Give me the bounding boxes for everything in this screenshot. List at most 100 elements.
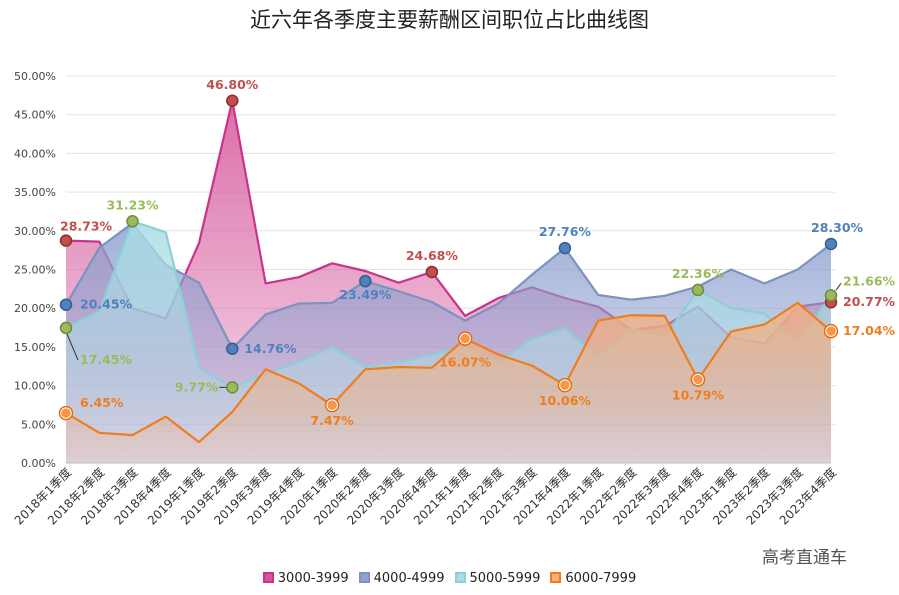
data-point-marker-ring — [823, 323, 839, 339]
x-tick-label: 2019年3季度 — [211, 465, 274, 528]
data-label: 20.45% — [80, 297, 133, 312]
x-tick-label: 2020年2季度 — [310, 465, 373, 528]
x-tick-label: 2022年1季度 — [543, 465, 606, 528]
x-tick-label: 2018年3季度 — [78, 465, 141, 528]
data-point-marker — [59, 406, 73, 420]
legend-label: 4000-4999 — [373, 571, 445, 586]
data-label: 14.76% — [244, 341, 297, 356]
x-tick-label: 2020年3季度 — [344, 465, 407, 528]
y-tick-label: 15.00% — [14, 341, 56, 354]
data-point-marker — [824, 324, 838, 338]
data-label: 31.23% — [106, 197, 159, 212]
data-point-marker — [226, 342, 239, 356]
data-point-marker — [226, 381, 239, 394]
data-point-marker-ring — [324, 397, 340, 413]
data-point-marker — [325, 398, 339, 412]
legend-swatch — [262, 572, 274, 583]
data-label: 22.36% — [672, 266, 725, 281]
x-tick-label: 2021年4季度 — [510, 465, 573, 528]
data-label: 7.47% — [310, 413, 354, 428]
data-label: 24.68% — [406, 248, 459, 263]
data-point-marker — [458, 332, 472, 345]
data-point-marker — [691, 373, 705, 386]
chart-title: 近六年各季度主要薪酬区间职位占比曲线图 — [250, 8, 649, 32]
series-line-6000-7999 — [65, 301, 832, 444]
x-tick-label: 2023年1季度 — [676, 465, 739, 528]
y-tick-label: 25.00% — [14, 264, 56, 277]
data-point-marker-ring — [457, 331, 473, 346]
x-tick-label: 2021年3季度 — [477, 465, 540, 528]
y-tick-label: 20.00% — [14, 302, 56, 315]
data-label: 20.77% — [843, 294, 896, 309]
legend-label: 3000-3999 — [277, 571, 349, 586]
x-tick-label: 2022年2季度 — [576, 465, 639, 528]
x-tick-label: 2023年3季度 — [743, 465, 806, 528]
y-tick-label: 10.00% — [14, 380, 56, 393]
legend-item-3000-3999: 3000-3999 — [262, 571, 349, 586]
data-point-marker — [425, 265, 439, 279]
legend-item-5000-5999: 5000-5999 — [454, 571, 541, 586]
legend-swatch — [358, 572, 370, 583]
legend-swatch — [550, 572, 562, 583]
x-tick-label: 2018年4季度 — [111, 465, 174, 528]
x-tick-label: 2022年4季度 — [643, 465, 706, 528]
x-tick-label: 2018年1季度 — [11, 465, 74, 528]
x-tick-label: 2021年2季度 — [443, 465, 506, 528]
y-tick-label: 45.00% — [14, 109, 56, 122]
data-label: 46.80% — [206, 77, 259, 92]
data-label: 10.06% — [539, 393, 592, 408]
data-point-marker — [824, 289, 838, 302]
data-label: 9.77% — [175, 379, 219, 394]
y-tick-label: 50.00% — [14, 70, 56, 83]
y-tick-label: 40.00% — [14, 147, 56, 160]
x-tick-label: 2019年1季度 — [144, 465, 207, 528]
data-point-marker — [359, 274, 372, 288]
series-area-6000-7999 — [66, 302, 831, 463]
data-point-marker — [226, 94, 239, 108]
legend-item-4000-4999: 4000-4999 — [358, 571, 445, 586]
series-line-5000-5999 — [65, 220, 832, 389]
legend-swatch — [454, 572, 466, 583]
watermark: 高考直通车 — [762, 548, 847, 568]
y-tick-label: 30.00% — [14, 225, 56, 238]
legend-item-6000-7999: 6000-7999 — [550, 571, 636, 586]
data-label: 16.07% — [439, 355, 492, 370]
x-tick-label: 2018年2季度 — [44, 465, 107, 528]
data-label: 21.66% — [843, 273, 896, 288]
data-point-marker — [824, 237, 838, 251]
x-tick-label: 2020年1季度 — [277, 465, 340, 528]
data-point-marker-ring — [58, 405, 74, 421]
y-tick-label: 35.00% — [14, 186, 56, 199]
x-tick-label: 2019年2季度 — [177, 465, 240, 528]
x-tick-label: 2020年4季度 — [377, 465, 440, 528]
data-point-marker — [126, 215, 139, 228]
data-label: 28.30% — [811, 220, 864, 235]
data-label: 10.79% — [672, 387, 725, 402]
legend-label: 6000-7999 — [565, 571, 637, 586]
x-tick-label: 2023年2季度 — [710, 465, 773, 528]
data-point-marker — [558, 378, 572, 392]
data-point-marker-ring — [690, 372, 706, 387]
label-leader-line — [66, 333, 79, 361]
x-tick-label: 2019年4季度 — [244, 465, 307, 528]
data-label: 17.04% — [843, 323, 896, 338]
data-point-marker — [691, 283, 705, 297]
data-point-marker — [59, 321, 73, 335]
data-label: 27.76% — [539, 224, 592, 239]
label-leader-line — [835, 283, 842, 291]
data-point-marker — [558, 241, 572, 255]
data-label: 17.45% — [80, 352, 133, 367]
series-line-4000-4999 — [65, 222, 832, 350]
y-tick-label: 0.00% — [21, 457, 56, 470]
x-tick-label: 2022年3季度 — [610, 465, 673, 528]
legend: 3000-3999 4000-4999 5000-5999 6000-7999 — [0, 571, 899, 586]
data-point-marker — [59, 234, 73, 247]
y-tick-label: 5.00% — [21, 418, 56, 431]
data-point-marker — [59, 298, 73, 311]
x-tick-label: 2023年4季度 — [776, 465, 839, 528]
x-tick-label: 2021年1季度 — [410, 465, 473, 528]
data-label: 28.73% — [60, 219, 113, 234]
data-label: 6.45% — [80, 395, 124, 410]
legend-label: 5000-5999 — [469, 571, 541, 586]
